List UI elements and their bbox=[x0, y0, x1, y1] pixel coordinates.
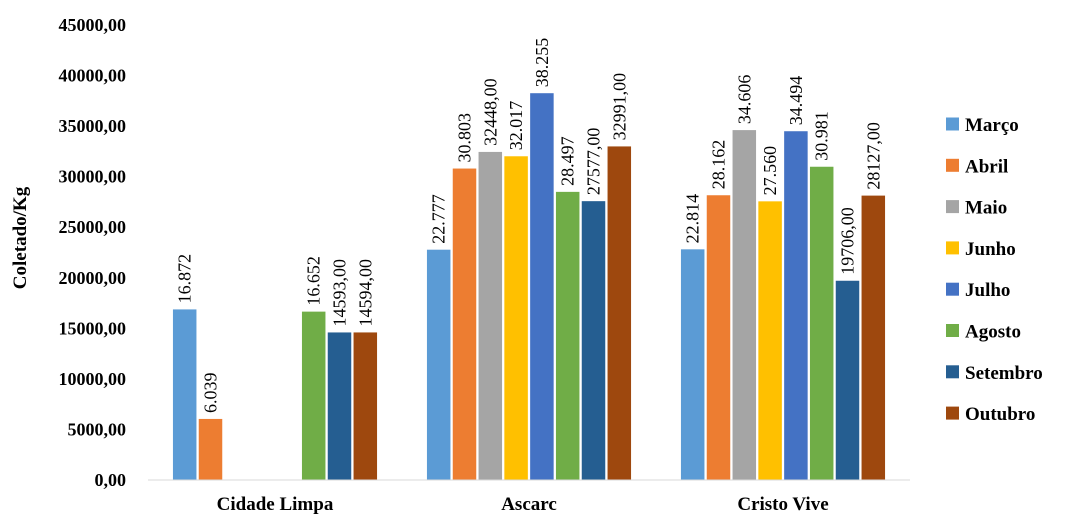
bar-abril-ascarc bbox=[452, 168, 477, 481]
legend-swatch-agosto bbox=[946, 324, 959, 337]
data-label-abril-cidade-limpa: 6.039 bbox=[201, 372, 221, 413]
legend-swatch-julho bbox=[946, 282, 959, 296]
legend-label-agosto: Agosto bbox=[965, 322, 1021, 343]
data-label-julho-ascarc: 38.255 bbox=[532, 38, 552, 88]
data-label-marco-cidade-limpa: 16.872 bbox=[175, 254, 195, 304]
bar-abril-cidade-limpa bbox=[198, 418, 223, 480]
legend-label-junho: Junho bbox=[965, 239, 1016, 260]
bar-setembro-ascarc bbox=[581, 201, 606, 480]
data-label-abril-cristo-vive: 28.162 bbox=[709, 140, 729, 190]
data-label-setembro-cristo-vive: 19706,00 bbox=[838, 207, 858, 275]
bar-marco-ascarc bbox=[426, 249, 451, 480]
data-label-agosto-cidade-limpa: 16.652 bbox=[304, 256, 324, 306]
bar-julho-ascarc bbox=[530, 93, 554, 480]
legend-label-outubro: Outubro bbox=[965, 404, 1035, 425]
data-labels: 16.872 6.039 16.652 14593,00 14594,00 22.777 3… bbox=[175, 38, 884, 413]
y-tick-label: 20000,00 bbox=[59, 268, 127, 288]
data-label-setembro-cidade-limpa: 14593,00 bbox=[330, 259, 350, 327]
y-tick-label: 10000,00 bbox=[59, 369, 127, 389]
data-label-setembro-ascarc: 27577,00 bbox=[584, 128, 604, 196]
data-label-outubro-cidade-limpa: 14594,00 bbox=[355, 259, 375, 327]
bar-setembro-cidade-limpa bbox=[327, 332, 352, 480]
legend-swatch-abril bbox=[946, 158, 959, 172]
legend: Março Abril Maio Junho Julho Agosto Setembro Ou… bbox=[946, 115, 1043, 425]
legend-swatch-setembro bbox=[946, 365, 959, 379]
data-label-junho-ascarc: 32.017 bbox=[506, 101, 526, 151]
x-category-label: Ascarc bbox=[501, 494, 557, 515]
legend-swatch-maio bbox=[946, 200, 959, 214]
legend-swatch-outubro bbox=[946, 406, 959, 420]
data-label-maio-ascarc: 32448,00 bbox=[480, 78, 500, 146]
bar-outubro-cidade-limpa bbox=[353, 332, 378, 480]
data-label-agosto-ascarc: 28.497 bbox=[558, 136, 578, 186]
bar-marco-cristo-vive bbox=[680, 249, 705, 480]
data-label-outubro-cristo-vive: 28127,00 bbox=[863, 122, 883, 190]
legend-label-marco: Março bbox=[965, 115, 1019, 136]
y-tick-label: 0,00 bbox=[95, 470, 127, 490]
y-tick-label: 25000,00 bbox=[59, 217, 127, 237]
x-category-label: Cidade Limpa bbox=[217, 494, 334, 515]
bar-agosto-cristo-vive bbox=[809, 166, 834, 480]
data-label-outubro-ascarc: 32991,00 bbox=[609, 73, 629, 141]
bar-series bbox=[172, 93, 886, 481]
data-label-agosto-cristo-vive: 30.981 bbox=[812, 111, 832, 161]
y-tick-label: 30000,00 bbox=[59, 167, 127, 187]
y-tick-label: 15000,00 bbox=[59, 318, 127, 338]
data-label-junho-cristo-vive: 27.560 bbox=[760, 146, 780, 196]
data-label-marco-cristo-vive: 22.814 bbox=[683, 194, 703, 244]
bar-julho-cristo-vive bbox=[784, 131, 808, 480]
data-label-julho-cristo-vive: 34.494 bbox=[786, 76, 806, 126]
y-tick-label: 40000,00 bbox=[59, 66, 127, 86]
y-axis-ticks: 0,00 5000,00 10000,00 15000,00 20000,00 25000… bbox=[59, 15, 127, 490]
bar-outubro-cristo-vive bbox=[861, 195, 886, 480]
data-label-abril-ascarc: 30.803 bbox=[455, 113, 475, 163]
legend-label-abril: Abril bbox=[965, 156, 1008, 177]
bar-setembro-cristo-vive bbox=[835, 280, 860, 480]
category-labels: Cidade Limpa Ascarc Cristo Vive bbox=[217, 494, 829, 515]
data-label-maio-cristo-vive: 34.606 bbox=[734, 75, 754, 125]
bar-agosto-cidade-limpa bbox=[301, 311, 326, 480]
legend-label-maio: Maio bbox=[965, 198, 1007, 219]
legend-label-setembro: Setembro bbox=[965, 363, 1043, 384]
x-category-label: Cristo Vive bbox=[737, 494, 828, 515]
bar-marco-cidade-limpa bbox=[172, 309, 197, 480]
y-tick-label: 35000,00 bbox=[59, 116, 127, 136]
legend-swatch-junho bbox=[946, 241, 959, 255]
y-tick-label: 5000,00 bbox=[68, 419, 127, 439]
bar-junho-ascarc bbox=[504, 156, 528, 480]
bar-junho-cristo-vive bbox=[758, 201, 782, 481]
data-label-marco-ascarc: 22.777 bbox=[429, 194, 449, 244]
bar-maio-ascarc bbox=[478, 151, 503, 480]
bar-maio-cristo-vive bbox=[732, 130, 757, 480]
y-axis-title: Coletado/Kg bbox=[10, 186, 31, 289]
y-tick-label: 45000,00 bbox=[59, 15, 127, 35]
legend-swatch-marco bbox=[946, 117, 959, 131]
bar-outubro-ascarc bbox=[607, 146, 632, 481]
bar-agosto-ascarc bbox=[555, 191, 580, 481]
bar-abril-cristo-vive bbox=[706, 195, 731, 480]
legend-label-julho: Julho bbox=[965, 280, 1010, 301]
